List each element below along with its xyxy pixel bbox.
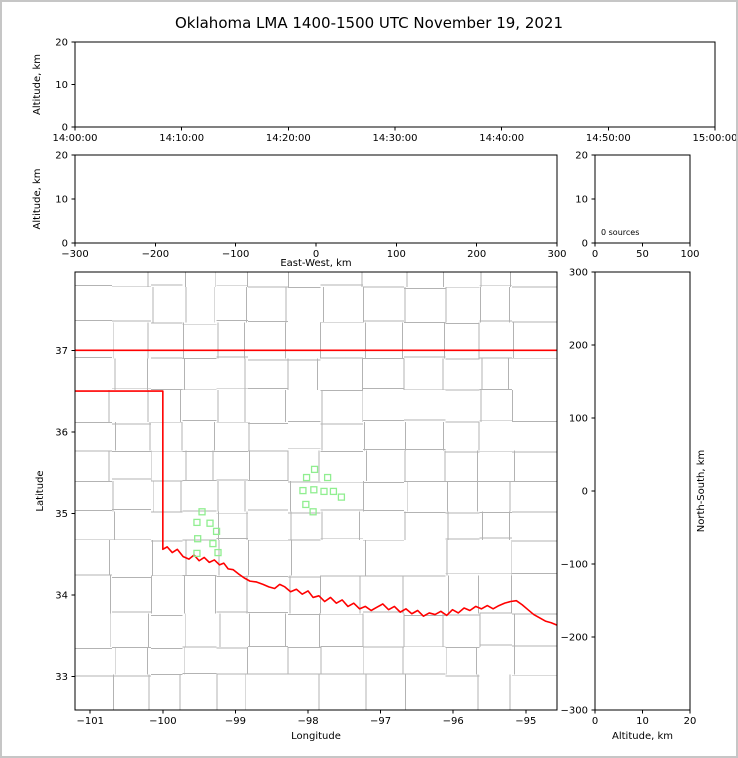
green-square-marker	[337, 493, 346, 501]
panel-frame-time-altitude	[74, 41, 716, 128]
x-tick-label: −97	[370, 716, 391, 727]
y-tick-label: 10	[55, 195, 68, 206]
y-tick-label: 100	[569, 414, 588, 425]
x-tick-label: 0	[592, 716, 598, 727]
x-tick-label: 0	[592, 249, 598, 260]
x-tick-label: 300	[547, 249, 566, 260]
x-tick-label: 200	[467, 249, 486, 260]
green-square-marker	[329, 487, 338, 496]
green-square-marker	[302, 500, 310, 509]
axis-label: Longitude	[291, 731, 341, 742]
y-tick-label: 34	[55, 590, 68, 601]
source-count-annotation: 0 sources	[601, 228, 639, 237]
panel-frame-northsouth-altitude	[594, 271, 691, 711]
y-tick-label: 300	[569, 268, 588, 279]
y-tick-label: −200	[561, 633, 588, 644]
axis-label: Altitude, km	[32, 169, 43, 230]
x-tick-label: 14:00:00	[53, 133, 98, 144]
y-tick-label: 20	[55, 38, 68, 49]
y-tick-label: 0	[582, 487, 588, 498]
x-tick-label: 15:00:00	[693, 133, 738, 144]
x-tick-label: 20	[684, 716, 697, 727]
y-tick-label: −300	[561, 706, 588, 717]
green-square-marker	[320, 487, 328, 496]
y-tick-label: −100	[561, 560, 588, 571]
panel-frame-plan-view-map	[74, 271, 558, 711]
green-square-marker	[309, 508, 317, 516]
y-tick-label: 35	[55, 509, 68, 520]
x-tick-label: 14:20:00	[266, 133, 311, 144]
y-tick-label: 10	[575, 195, 588, 206]
x-tick-label: −96	[443, 716, 464, 727]
map-content	[75, 272, 557, 710]
green-square-marker	[299, 486, 307, 495]
state-border	[75, 349, 557, 626]
y-tick-label: 36	[55, 427, 68, 438]
axis-label: Altitude, km	[32, 54, 43, 115]
axes: 14:00:00 14:10:00 14:20:00 14:30:00 14:40:00…	[32, 38, 738, 743]
green-square-marker	[193, 518, 201, 527]
panel-frame-eastwest-altitude	[74, 154, 558, 244]
x-tick-label: −300	[61, 249, 88, 260]
y-tick-label: 20	[575, 151, 588, 162]
x-tick-label: −98	[297, 716, 318, 727]
axis-label: North-South, km	[696, 450, 707, 533]
green-square-marker	[193, 549, 201, 558]
figure-title: Oklahoma LMA 1400-1500 UTC November 19, …	[174, 14, 564, 32]
x-tick-label: 14:40:00	[479, 133, 524, 144]
y-tick-label: 37	[55, 346, 68, 357]
x-tick-label: 14:30:00	[373, 133, 418, 144]
x-tick-label: 100	[387, 249, 406, 260]
axis-label: Altitude, km	[612, 731, 673, 742]
county-grid	[75, 272, 557, 710]
green-square-marker	[323, 473, 332, 482]
x-tick-label: −101	[77, 716, 104, 727]
x-tick-label: 100	[680, 249, 699, 260]
state-border-path	[75, 390, 557, 626]
y-tick-label: 20	[55, 151, 68, 162]
green-square-marker	[310, 465, 319, 474]
x-tick-label: −200	[142, 249, 169, 260]
y-tick-label: 0	[62, 239, 68, 250]
y-tick-label: 33	[55, 672, 68, 683]
station-markers	[193, 465, 346, 558]
green-square-marker	[194, 535, 202, 543]
axis-label: Latitude	[35, 470, 46, 511]
green-square-marker	[198, 508, 206, 516]
panel-frame-altitude-histogram	[594, 154, 691, 244]
y-tick-label: 200	[569, 341, 588, 352]
green-square-marker	[212, 527, 221, 536]
x-tick-label: 0	[313, 249, 319, 260]
green-square-marker	[302, 473, 311, 482]
x-tick-label: 14:10:00	[159, 133, 204, 144]
green-square-marker	[310, 486, 318, 494]
x-tick-label: 14:50:00	[586, 133, 631, 144]
y-tick-label: 0	[582, 239, 588, 250]
x-tick-label: −100	[149, 716, 176, 727]
green-square-marker	[206, 519, 214, 527]
x-tick-label: −100	[222, 249, 249, 260]
x-tick-label: 10	[636, 716, 649, 727]
x-tick-label: −95	[515, 716, 536, 727]
green-square-marker	[214, 548, 222, 557]
y-tick-label: 10	[55, 80, 68, 91]
x-tick-label: −99	[225, 716, 246, 727]
axis-label: East-West, km	[280, 258, 351, 269]
green-square-marker	[209, 539, 217, 548]
x-tick-label: 50	[636, 249, 649, 260]
y-tick-label: 0	[62, 123, 68, 134]
